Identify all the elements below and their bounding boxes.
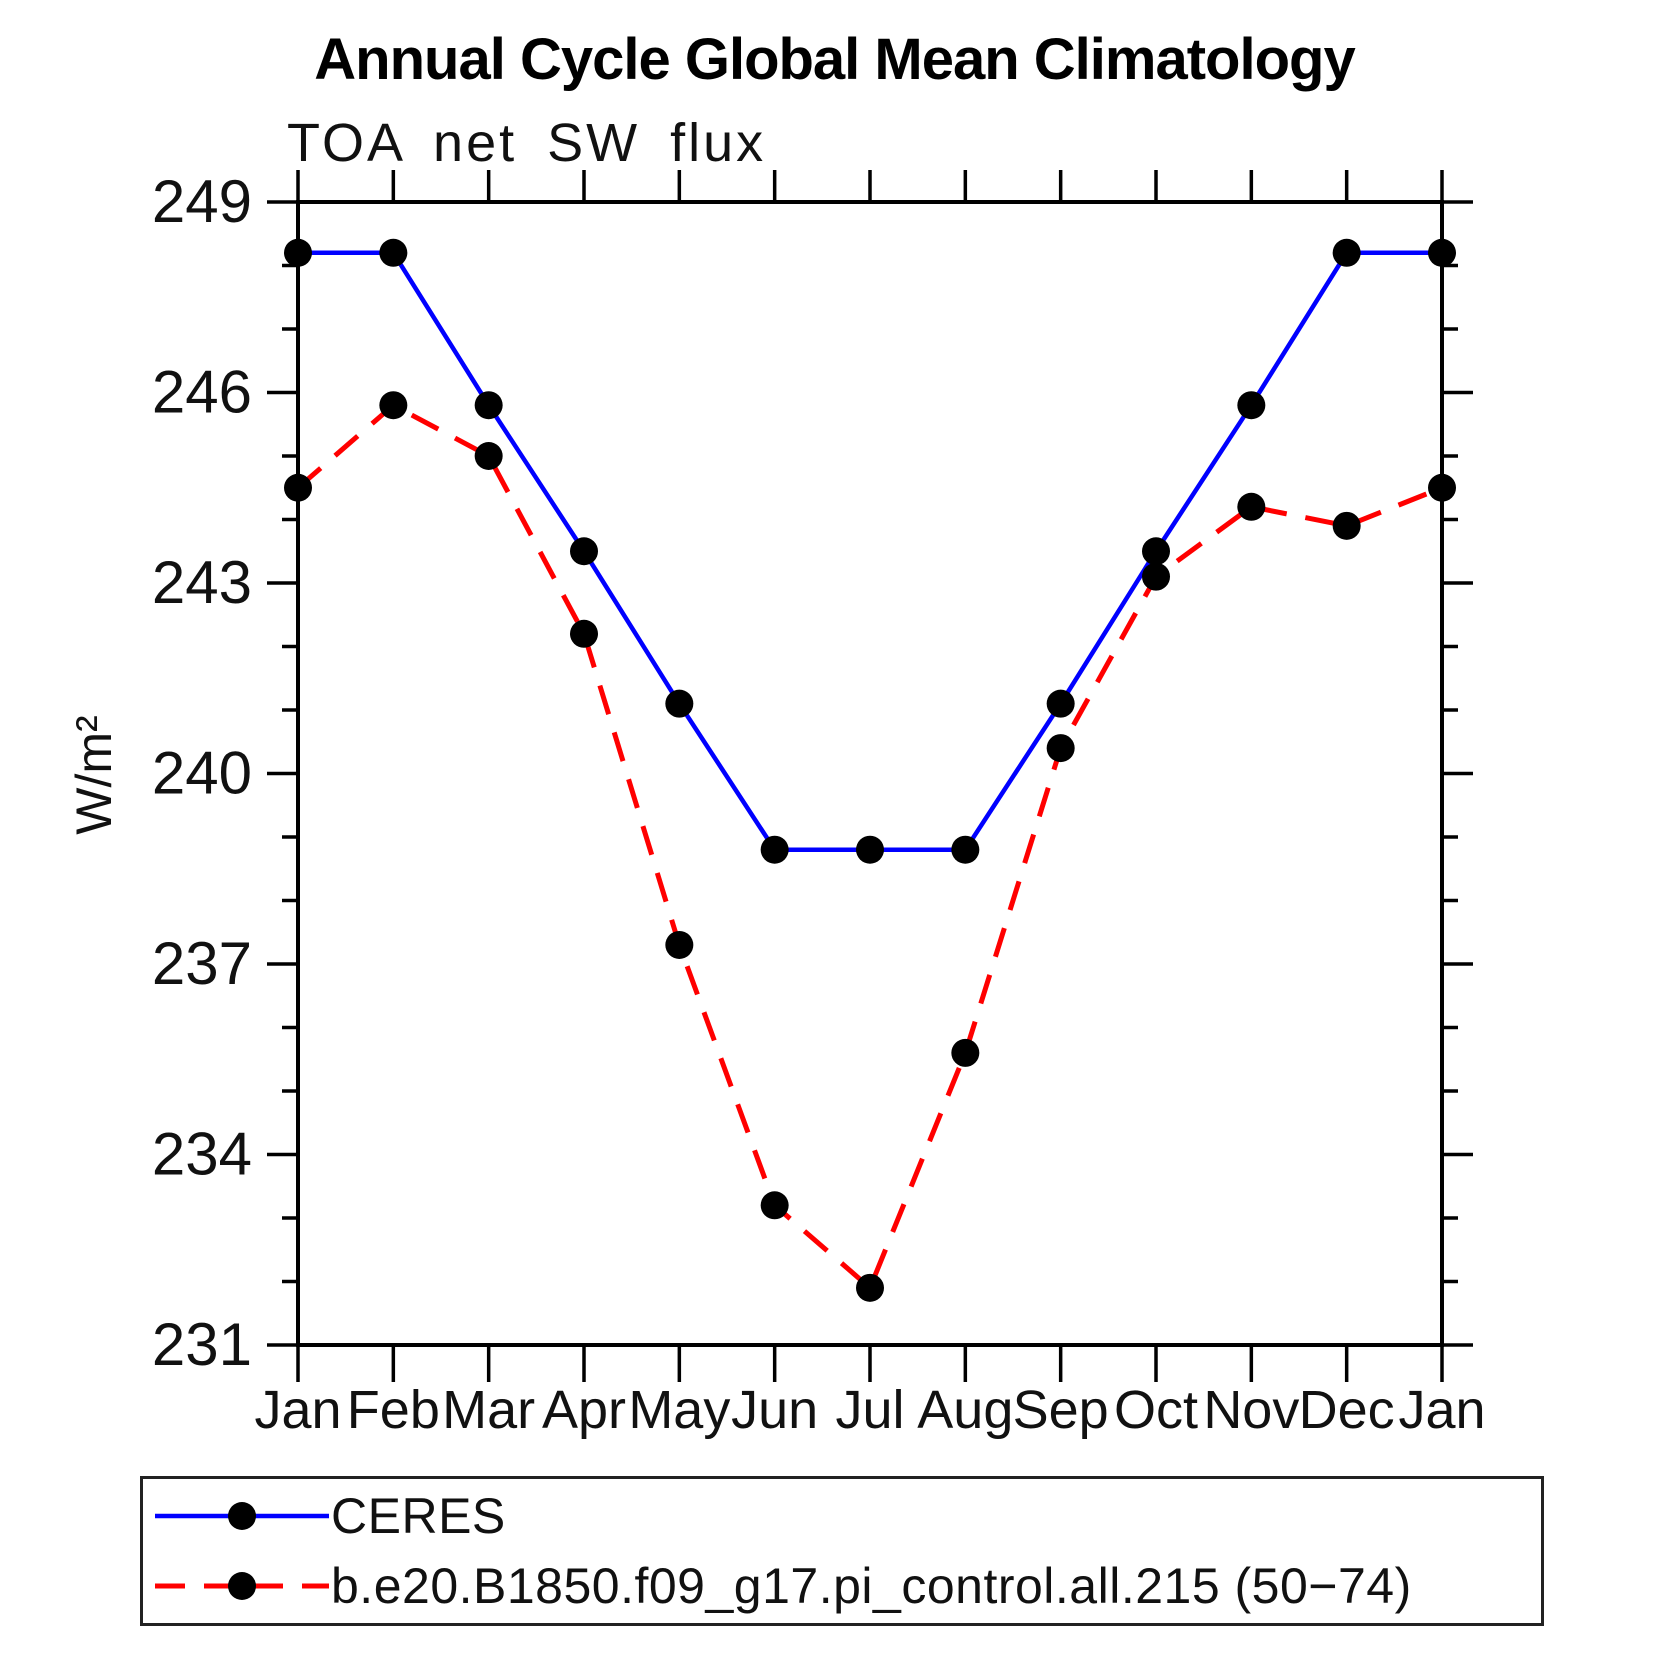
x-tick-label: Feb xyxy=(347,1380,440,1440)
x-tick-label: Jan xyxy=(1398,1380,1485,1440)
data-point-marker xyxy=(570,619,598,648)
data-point-marker xyxy=(856,1273,884,1302)
legend-box: CERES b.e20.B1850.f09_g17.pi_control.all… xyxy=(140,1476,1544,1626)
y-tick-label: 237 xyxy=(152,930,252,997)
x-tick-label: Oct xyxy=(1114,1380,1198,1440)
x-tick-label: Nov xyxy=(1203,1380,1299,1440)
data-point-marker xyxy=(1142,562,1170,591)
legend-item-model: b.e20.B1850.f09_g17.pi_control.all.215 (… xyxy=(143,1554,1541,1618)
data-point-marker xyxy=(474,391,503,420)
data-point-marker xyxy=(284,238,312,267)
data-point-marker xyxy=(1332,238,1361,267)
legend-line-sample-dashed xyxy=(155,1572,329,1600)
x-tick-label: Jul xyxy=(835,1380,904,1440)
x-tick-label: Dec xyxy=(1299,1380,1395,1440)
data-point-marker xyxy=(1046,734,1075,763)
y-tick-label: 231 xyxy=(152,1311,252,1378)
y-tick-label: 246 xyxy=(152,359,252,426)
data-point-marker xyxy=(284,473,312,502)
data-point-marker xyxy=(951,835,980,864)
data-point-marker xyxy=(760,1191,789,1220)
y-tick-label: 234 xyxy=(152,1121,252,1188)
x-tick-label: Aug xyxy=(917,1380,1013,1440)
chart-subtitle: TOA net SW flux xyxy=(287,113,767,173)
data-point-marker xyxy=(1142,537,1170,566)
data-point-marker xyxy=(379,391,408,420)
x-tick-label: Sep xyxy=(1013,1380,1109,1440)
data-point-marker xyxy=(1237,391,1266,420)
data-point-marker xyxy=(665,689,694,718)
data-point-marker xyxy=(856,835,884,864)
legend-marker-1 xyxy=(228,1572,256,1600)
y-tick-label: 249 xyxy=(152,168,252,235)
data-point-marker xyxy=(1046,689,1075,718)
series-line-0 xyxy=(298,250,1442,852)
data-point-marker xyxy=(379,238,408,267)
data-point-marker xyxy=(760,835,789,864)
legend-marker-0 xyxy=(228,1502,256,1530)
legend-label-observation: CERES xyxy=(331,1488,506,1544)
y-tick-label: 243 xyxy=(152,549,252,616)
data-point-marker xyxy=(570,537,598,566)
legend-item-observation: CERES xyxy=(143,1484,1541,1548)
y-tick-label: 240 xyxy=(152,740,252,807)
legend-label-model: b.e20.B1850.f09_g17.pi_control.all.215 (… xyxy=(331,1558,1412,1614)
data-point-marker xyxy=(1428,238,1456,267)
x-tick-label: May xyxy=(628,1380,730,1440)
x-tick-label: Apr xyxy=(542,1380,626,1440)
legend-line-sample-solid xyxy=(155,1502,329,1530)
data-point-marker xyxy=(1237,492,1266,521)
data-point-marker xyxy=(1332,511,1361,540)
data-point-marker xyxy=(474,442,503,470)
data-point-marker xyxy=(665,930,694,959)
x-tick-label: Jan xyxy=(254,1380,341,1440)
data-point-marker xyxy=(1428,473,1456,502)
chart-title: Annual Cycle Global Mean Climatology xyxy=(314,27,1355,92)
x-tick-label: Mar xyxy=(442,1380,535,1440)
data-point-marker xyxy=(951,1038,980,1067)
x-tick-label: Jun xyxy=(731,1380,818,1440)
